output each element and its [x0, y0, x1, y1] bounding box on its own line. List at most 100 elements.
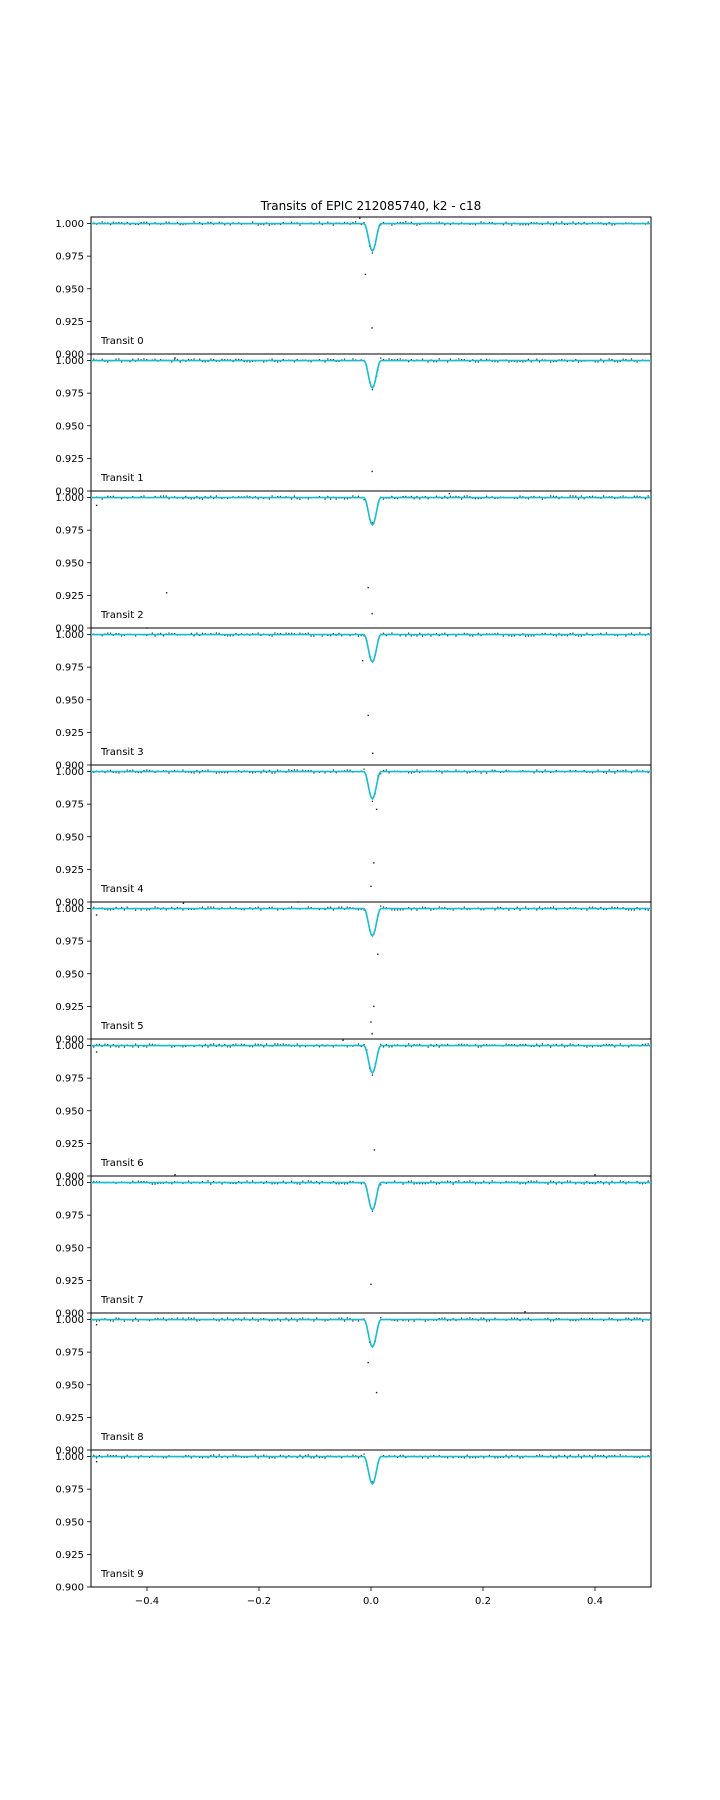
data-point: [246, 361, 248, 363]
data-point: [561, 1043, 563, 1045]
y-tick-label: 0.900: [55, 1583, 84, 1594]
data-point: [513, 1317, 516, 1319]
data-point: [388, 1046, 390, 1048]
data-point: [310, 635, 312, 637]
data-point: [221, 1183, 223, 1185]
data-point: [232, 1454, 234, 1456]
data-point: [302, 1457, 304, 1459]
data-point: [137, 771, 139, 774]
data-point: [530, 222, 532, 224]
data-point: [616, 1320, 619, 1322]
data-point: [382, 498, 385, 500]
data-point: [380, 1317, 382, 1319]
data-point: [118, 772, 120, 774]
data-point: [455, 1180, 457, 1183]
data-point: [98, 1455, 100, 1457]
data-point: [251, 221, 254, 223]
data-point: [148, 909, 151, 911]
data-point: [463, 632, 465, 635]
data-point: [291, 1180, 293, 1182]
data-point: [143, 221, 145, 223]
data-point: [575, 495, 577, 497]
data-point: [511, 635, 513, 637]
data-point: [408, 1180, 410, 1182]
data-point: [416, 1182, 418, 1185]
data-point: [160, 495, 162, 497]
data-point: [182, 769, 184, 771]
data-point: [268, 634, 270, 637]
data-point: [196, 632, 198, 634]
data-point: [215, 772, 217, 774]
transit-panel-8: 1.000 0.975 0.950 0.925 0.900 Transit 8: [55, 1310, 652, 1457]
data-point: [438, 906, 440, 908]
panel-label: Transit 7: [100, 1295, 144, 1306]
data-point: [488, 1454, 491, 1457]
data-point: [285, 632, 287, 634]
data-point: [608, 222, 610, 224]
data-point: [257, 906, 259, 908]
data-point: [603, 909, 605, 911]
data-point: [614, 1046, 616, 1048]
y-tick-label: 0.975: [55, 800, 84, 811]
data-point: [455, 635, 457, 637]
data-point: [98, 1043, 100, 1046]
data-point: [201, 1046, 204, 1048]
y-tick-label: 0.950: [55, 421, 84, 432]
data-point: [121, 498, 123, 500]
data-point: [433, 1455, 435, 1457]
data-point: [399, 358, 401, 360]
data-point: [352, 221, 354, 224]
data-point: [605, 1457, 608, 1459]
data-point: [316, 1454, 318, 1456]
data-point: [508, 361, 510, 363]
data-point: [572, 632, 574, 634]
data-point: [447, 635, 449, 637]
data-point: [424, 1183, 426, 1185]
data-point: [647, 221, 649, 223]
data-point: [413, 1183, 415, 1185]
model-curve: [91, 1318, 651, 1349]
data-point: [508, 909, 510, 911]
data-point: [182, 909, 184, 911]
data-point: [238, 1181, 240, 1183]
data-point: [327, 221, 329, 223]
data-point: [201, 360, 204, 363]
data-point: [363, 909, 365, 911]
data-point: [126, 769, 128, 771]
data-point: [291, 906, 293, 908]
data-point: [277, 1043, 279, 1045]
data-point: [555, 1457, 557, 1459]
model-curve: [91, 1044, 651, 1075]
data-point: [235, 1043, 237, 1045]
data-point: [577, 1044, 580, 1046]
data-point: [299, 1046, 301, 1048]
data-point: [357, 1320, 360, 1322]
data-point: [382, 1454, 385, 1457]
x-tick-label: 0.2: [475, 1596, 491, 1607]
data-point: [625, 359, 627, 361]
data-point: [566, 635, 569, 637]
data-point: [173, 633, 176, 635]
data-point: [402, 909, 404, 911]
data-point: [438, 1455, 440, 1457]
data-point: [391, 224, 393, 226]
data-point: [410, 221, 412, 223]
outlier-point: [375, 808, 378, 811]
data-point: [229, 1046, 231, 1048]
data-point: [469, 1180, 471, 1182]
data-point: [146, 358, 148, 361]
data-point: [402, 1319, 404, 1322]
y-tick-label: 0.925: [55, 865, 84, 876]
data-point: [93, 358, 95, 360]
data-point: [555, 1183, 557, 1185]
transit-panel-0: 1.000 0.975 0.950 0.925 0.900 Transit 0: [55, 216, 652, 361]
data-point: [291, 1317, 293, 1319]
data-point: [226, 497, 229, 500]
data-point: [187, 1180, 190, 1182]
data-point: [157, 1317, 159, 1320]
data-point: [603, 361, 605, 363]
data-point: [410, 909, 412, 911]
outlier-point: [370, 885, 372, 888]
data-point: [399, 221, 401, 224]
data-point: [235, 907, 237, 909]
